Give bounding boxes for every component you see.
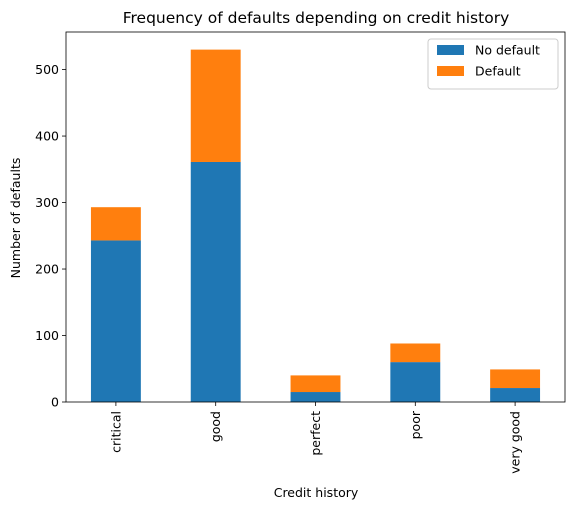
bar-no-default-critical: [90, 240, 141, 402]
legend-swatch-no-default: [437, 45, 464, 55]
x-tick-label: perfect: [308, 411, 323, 456]
y-tick-label: 500: [35, 62, 59, 77]
bar-no-default-good: [190, 161, 241, 402]
x-tick-label: good: [208, 411, 223, 442]
y-tick-label: 0: [51, 395, 59, 410]
y-tick-label: 400: [35, 129, 59, 144]
legend: No default Default: [427, 38, 559, 90]
chart-title: Frequency of defaults depending on credi…: [123, 9, 510, 27]
plot-frame: [65, 31, 566, 403]
bar-no-default-poor: [390, 362, 441, 402]
x-tick-label: poor: [408, 410, 423, 439]
legend-label-no-default: No default: [475, 43, 540, 58]
legend-swatch-default: [437, 66, 464, 76]
y-tick-label: 100: [35, 328, 59, 343]
bar-default-perfect: [290, 375, 341, 393]
y-tick-label: 200: [35, 262, 59, 277]
x-tick-label: very good: [508, 411, 523, 474]
plot-area: critical good perfect poor very good 0 100 200 3…: [35, 31, 566, 474]
legend-label-default: Default: [475, 64, 521, 79]
x-axis-label: Credit history: [274, 485, 359, 500]
bar-no-default-perfect: [290, 392, 341, 402]
y-axis-label: Number of defaults: [8, 158, 23, 279]
x-tick-label: critical: [108, 411, 123, 453]
bar-default-good: [190, 49, 241, 162]
bar-default-very-good: [490, 369, 541, 389]
bar-no-default-very-good: [490, 388, 541, 402]
bar-default-poor: [390, 343, 441, 363]
bar-default-critical: [90, 207, 141, 241]
y-tick-label: 300: [35, 195, 59, 210]
